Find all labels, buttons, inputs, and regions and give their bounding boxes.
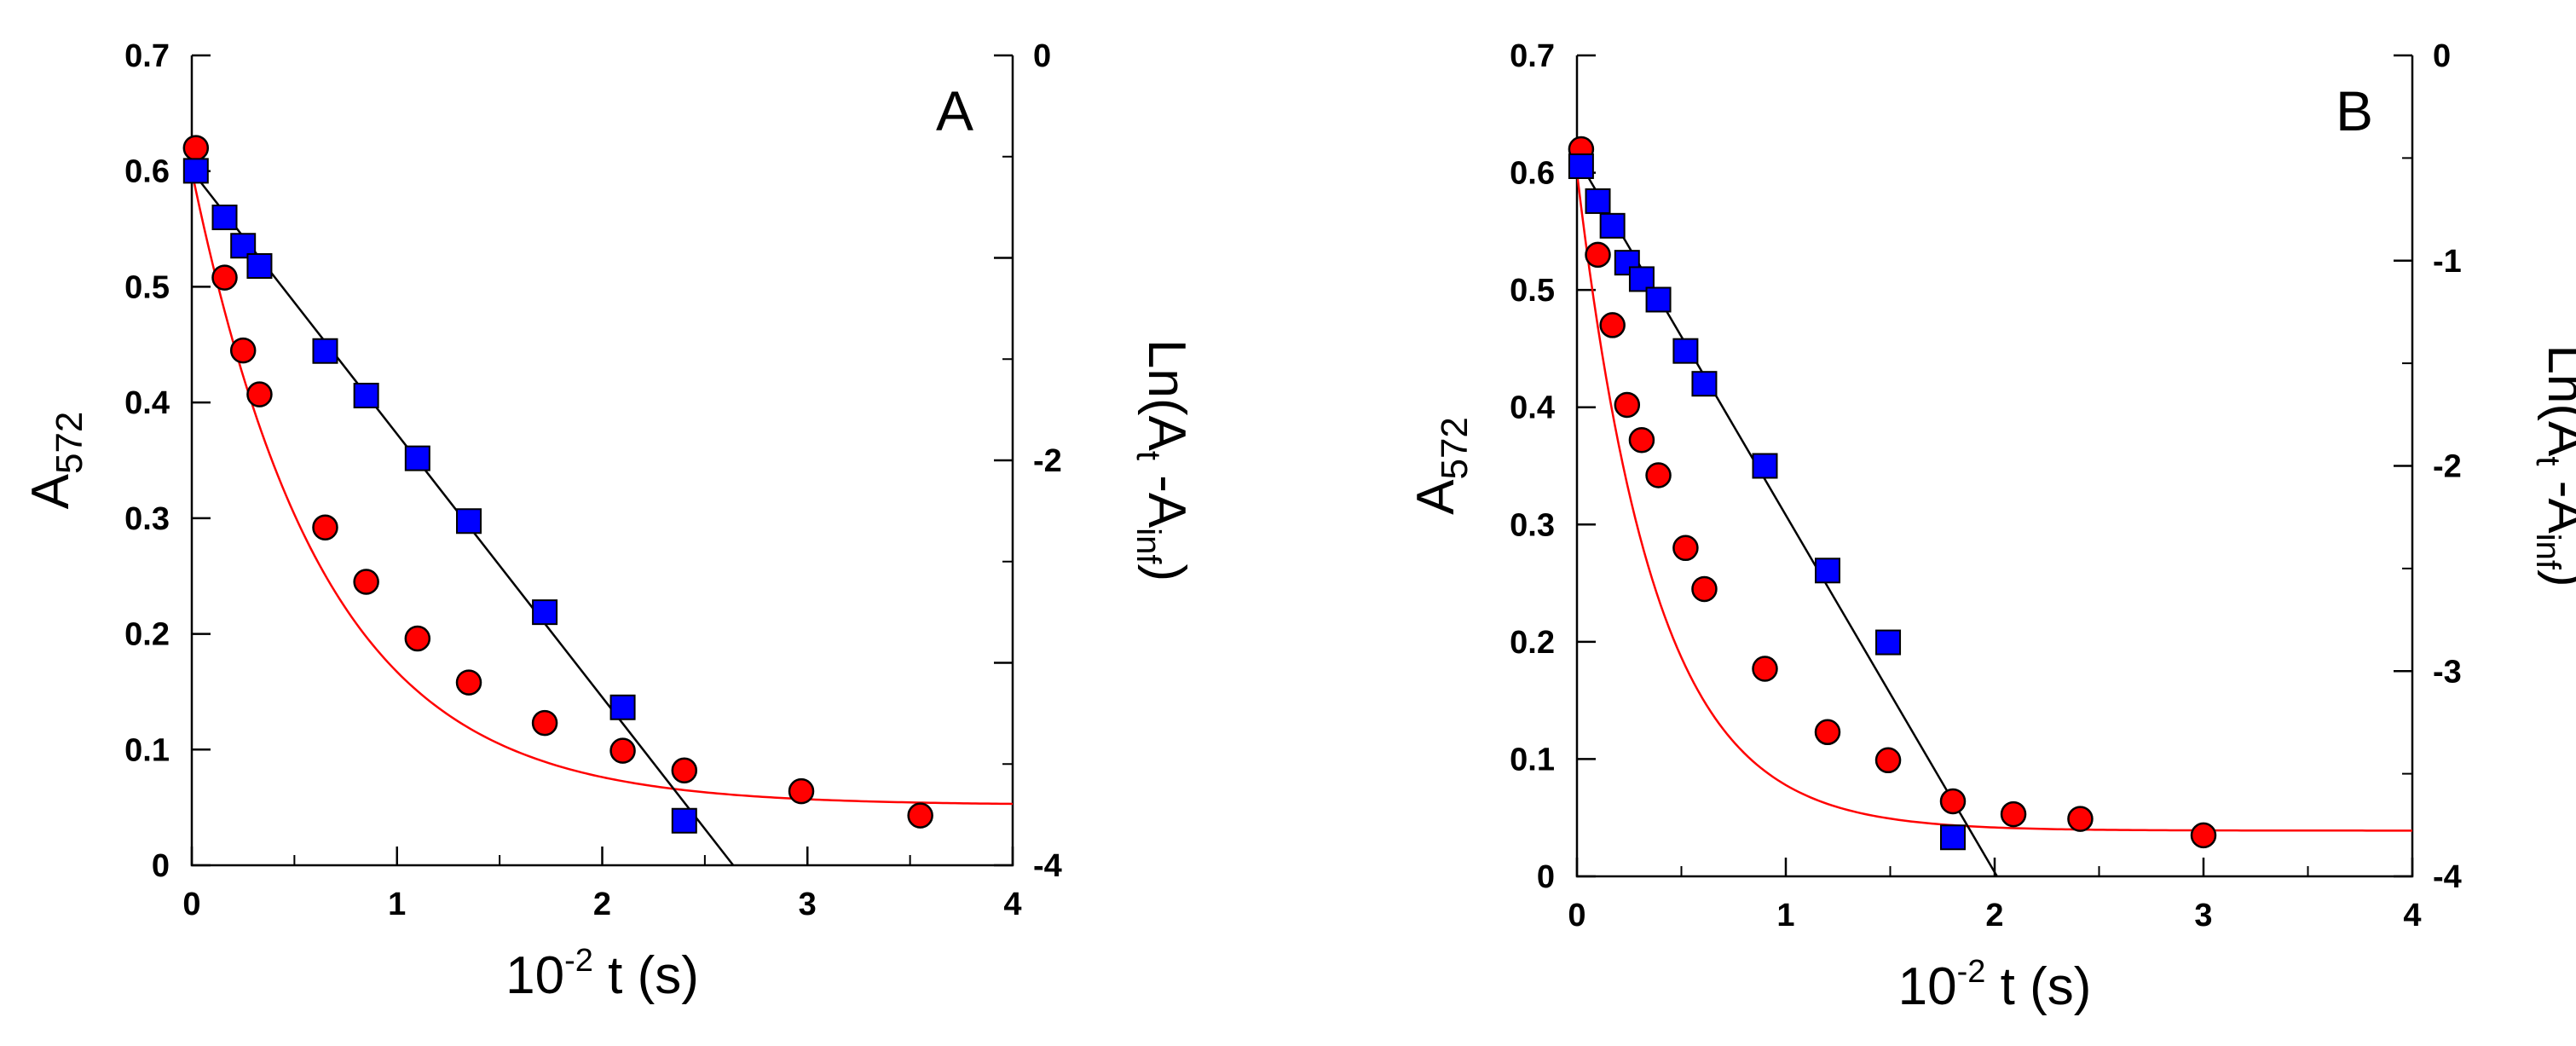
y-left-tick-label: 0.7 [124, 38, 170, 74]
y-left-tick-label: 0.4 [124, 385, 170, 421]
absorbance-point [531, 709, 558, 737]
panel-a: 0 1 2 3 4 0 0.1 0.2 0.3 0.4 0.5 0.6 0.7 -4 -2 0 A 10-2 t … [21, 38, 1196, 1005]
y-right-tick-label: -2 [1033, 443, 1062, 479]
x-tick-label: 3 [799, 887, 817, 922]
absorbance-point [1939, 788, 1967, 815]
exponential-fit-curve [192, 170, 1013, 806]
ln-point [1628, 266, 1655, 292]
x-tick-label: 1 [388, 887, 406, 922]
absorbance-point [2190, 822, 2217, 849]
absorbance-point [353, 569, 379, 595]
y-left-tick-label: 0.5 [1510, 273, 1555, 309]
absorbance-point [1645, 462, 1672, 488]
y-left-axis-title: A572 [21, 412, 90, 510]
absorbance-point [2067, 806, 2094, 832]
ln-point [1875, 629, 1902, 656]
panel-label: B [2336, 79, 2373, 142]
ln-point [404, 445, 430, 471]
x-tick-label: 4 [2403, 898, 2421, 933]
ln-point [1585, 188, 1611, 214]
ln-point [230, 233, 257, 259]
y-left-tick-label: 0.6 [1510, 156, 1555, 192]
y-left-tick-label: 0.3 [1510, 507, 1555, 543]
x-tick-label: 1 [1776, 898, 1794, 933]
absorbance-point [455, 669, 482, 696]
absorbance-point [1814, 719, 1841, 746]
ln-point [671, 807, 697, 834]
x-tick-label: 2 [1985, 898, 2003, 933]
absorbance-point [312, 514, 338, 540]
ln-point [1645, 286, 1672, 313]
y-right-tick-label: -2 [2433, 449, 2462, 485]
y-left-tick-label: 0 [1537, 859, 1555, 895]
ln-point [246, 253, 273, 279]
x-axis-title: 10-2 t (s) [505, 943, 699, 1005]
x-tick-label: 0 [182, 887, 200, 922]
plot-frame [1575, 55, 2414, 878]
absorbance-point [1672, 535, 1699, 562]
ln-point [211, 205, 238, 230]
absorbance-point [211, 264, 238, 291]
absorbance-point [907, 802, 933, 829]
ln-point [1752, 453, 1778, 479]
exponential-fit-curve [1577, 172, 2412, 832]
y-left-tick-label: 0 [152, 848, 170, 884]
absorbance-point [609, 737, 636, 764]
y-left-tick-label: 0.2 [1510, 625, 1555, 661]
panel-label: A [936, 79, 973, 142]
absorbance-point [229, 337, 257, 364]
absorbance-point [1614, 391, 1641, 419]
ln-point [182, 158, 209, 184]
y-right-axis-title: Ln(At -Ainf) [2529, 344, 2576, 587]
ln-point [1568, 153, 1594, 180]
y-left-tick-label: 0.6 [124, 154, 170, 190]
absorbance-point [2000, 800, 2027, 828]
x-axis-title: 10-2 t (s) [1898, 954, 2092, 1016]
plot-frame [190, 55, 1014, 867]
absorbance-point [671, 757, 698, 783]
linear-fit-line [1577, 157, 1999, 876]
panel-b: 0 1 2 3 4 0 0.1 0.2 0.3 0.4 0.5 0.6 0.7 -4 -3 -2 -1 0 B 10-… [1406, 38, 2576, 1016]
x-tick-label: 4 [1003, 887, 1021, 922]
y-left-tick-label: 0.1 [1510, 742, 1555, 777]
y-right-tick-label: 0 [1033, 38, 1051, 74]
ln-point [1940, 824, 1966, 851]
absorbance-point [182, 135, 210, 161]
x-tick-label: 0 [1568, 898, 1585, 933]
ln-point [312, 338, 338, 364]
x-tick-label: 3 [2194, 898, 2212, 933]
absorbance-point [1691, 575, 1718, 603]
y-right-tick-label: -4 [1033, 848, 1062, 884]
ln-point [353, 383, 379, 408]
y-right-tick-label: -3 [2433, 654, 2462, 690]
x-tick-label: 2 [593, 887, 611, 922]
absorbance-point [1874, 747, 1902, 774]
y-left-axis-title: A572 [1406, 417, 1476, 515]
ln-point [532, 599, 558, 626]
y-right-tick-label: -1 [2433, 244, 2462, 280]
ln-point [456, 508, 482, 535]
absorbance-point [246, 381, 273, 407]
ln-point [1599, 212, 1626, 239]
ln-point [1672, 338, 1699, 364]
ln-point [1815, 558, 1840, 584]
y-left-tick-label: 0.3 [124, 501, 170, 537]
absorbance-point [1752, 656, 1778, 682]
absorbance-point [788, 777, 815, 805]
y-left-tick-label: 0.1 [124, 732, 170, 768]
y-right-tick-label: 0 [2433, 38, 2451, 74]
ln-point [609, 694, 636, 720]
ln-point [1691, 371, 1718, 397]
y-left-tick-label: 0.2 [124, 617, 170, 653]
y-right-axis-title: Ln(At -Ainf) [1129, 339, 1196, 581]
absorbance-point [1599, 312, 1626, 338]
absorbance-point [404, 625, 431, 652]
y-left-tick-label: 0.5 [124, 269, 170, 305]
absorbance-point [1585, 241, 1611, 269]
absorbance-point [1628, 426, 1655, 454]
y-right-tick-label: -4 [2433, 859, 2462, 895]
y-left-tick-label: 0.7 [1510, 38, 1555, 74]
y-left-tick-label: 0.4 [1510, 390, 1555, 426]
